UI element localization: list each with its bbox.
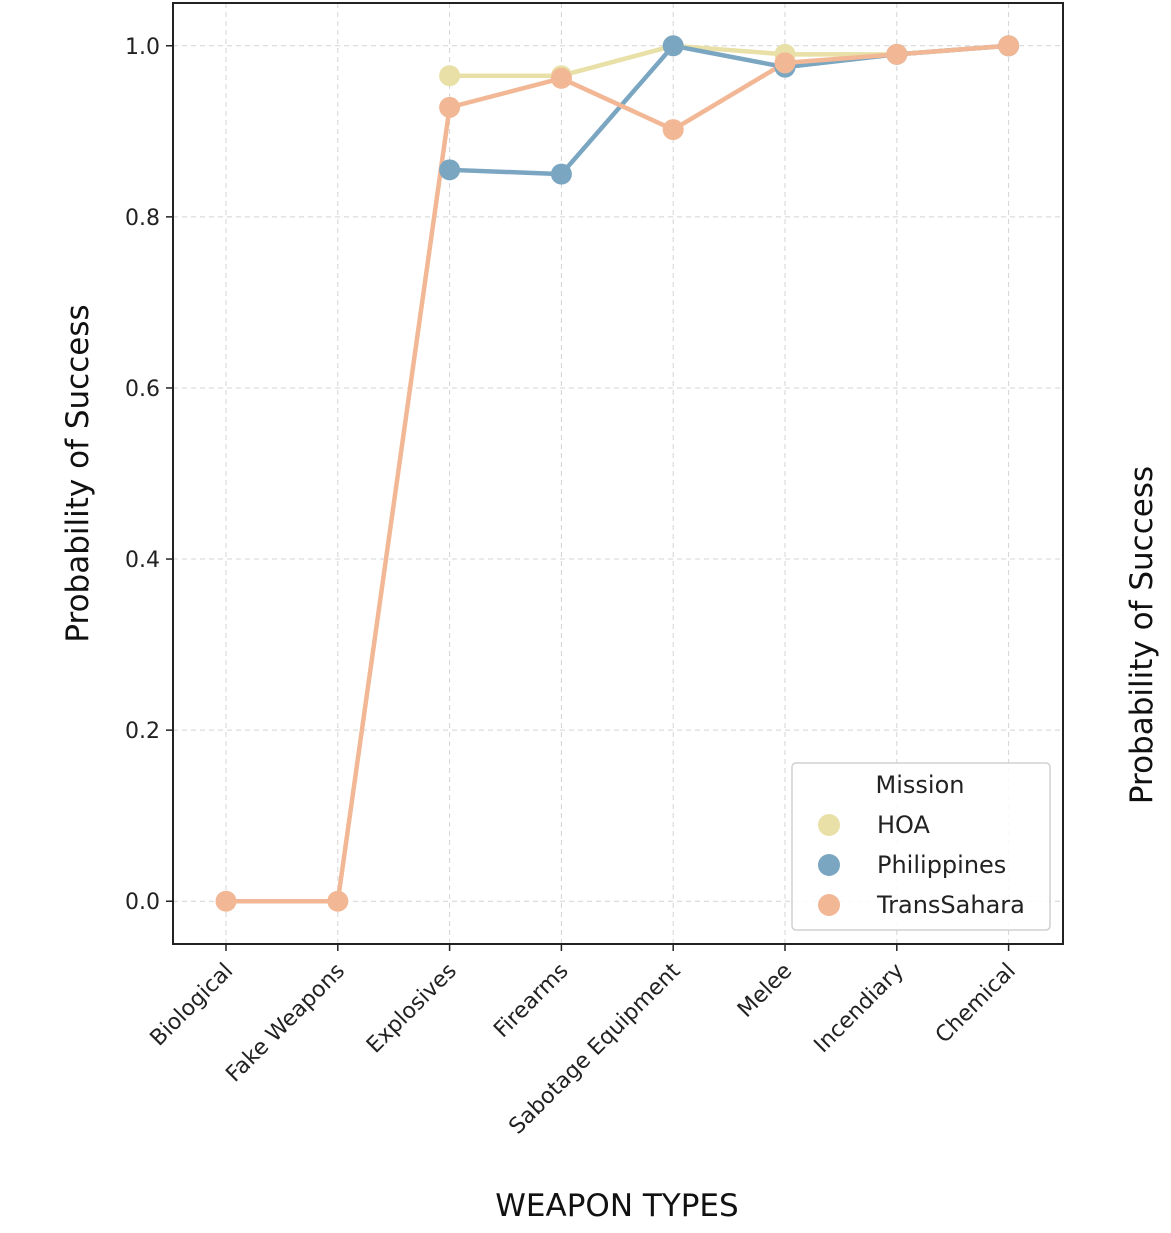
legend-label-hoa: HOA [877,811,931,839]
x-axis-label: WEAPON TYPES [495,1188,738,1224]
y-tick-label: 0.2 [125,719,160,744]
data-point-philippines [439,159,461,181]
legend-marker-philippines [818,854,840,876]
y-tick-label: 0.0 [125,890,160,915]
legend-label-transsahara: TransSahara [876,891,1025,919]
legend: Mission HOA Philippines TransSahara [791,762,1051,931]
legend-box [791,762,1051,931]
y-tick-label: 0.6 [125,377,160,402]
x-tick-label: Melee [733,959,797,1023]
data-point-transsahara [774,52,796,74]
right-y-axis-label: Probability of Success [1124,466,1160,804]
x-tick-label: Chemical [931,959,1021,1049]
data-point-transsahara [439,96,461,118]
series-points [215,35,1020,912]
x-tick-label: Fake Weapons [221,959,350,1088]
data-point-philippines [662,35,684,57]
data-point-hoa [439,65,461,87]
x-tick-label: Firearms [489,959,573,1043]
data-point-philippines [550,163,572,185]
data-point-transsahara [662,119,684,141]
legend-title: Mission [876,771,965,799]
y-tick-label: 0.4 [125,548,160,573]
data-point-transsahara [215,890,237,912]
series-line-transsahara [226,43,1009,904]
series-lines [226,43,1009,904]
legend-label-philippines: Philippines [877,851,1006,879]
y-axis-label: Probability of Success [60,304,96,642]
y-tick-label: 0.8 [125,206,160,231]
x-tick-label: Explosives [362,959,462,1059]
legend-marker-hoa [818,814,840,836]
data-point-transsahara [327,890,349,912]
data-point-transsahara [886,43,908,65]
plot-frame [172,2,1064,945]
y-tick-label: 1.0 [125,35,160,60]
series-line-philippines [449,43,1009,177]
x-tick-label: Biological [146,959,239,1052]
x-tick-label: Incendiary [810,959,909,1058]
data-point-transsahara [550,67,572,89]
legend-marker-transsahara [818,894,840,916]
y-axis-ticks: 0.0 0.2 0.4 0.6 0.8 1.0 [125,35,173,915]
data-point-transsahara [998,35,1020,57]
